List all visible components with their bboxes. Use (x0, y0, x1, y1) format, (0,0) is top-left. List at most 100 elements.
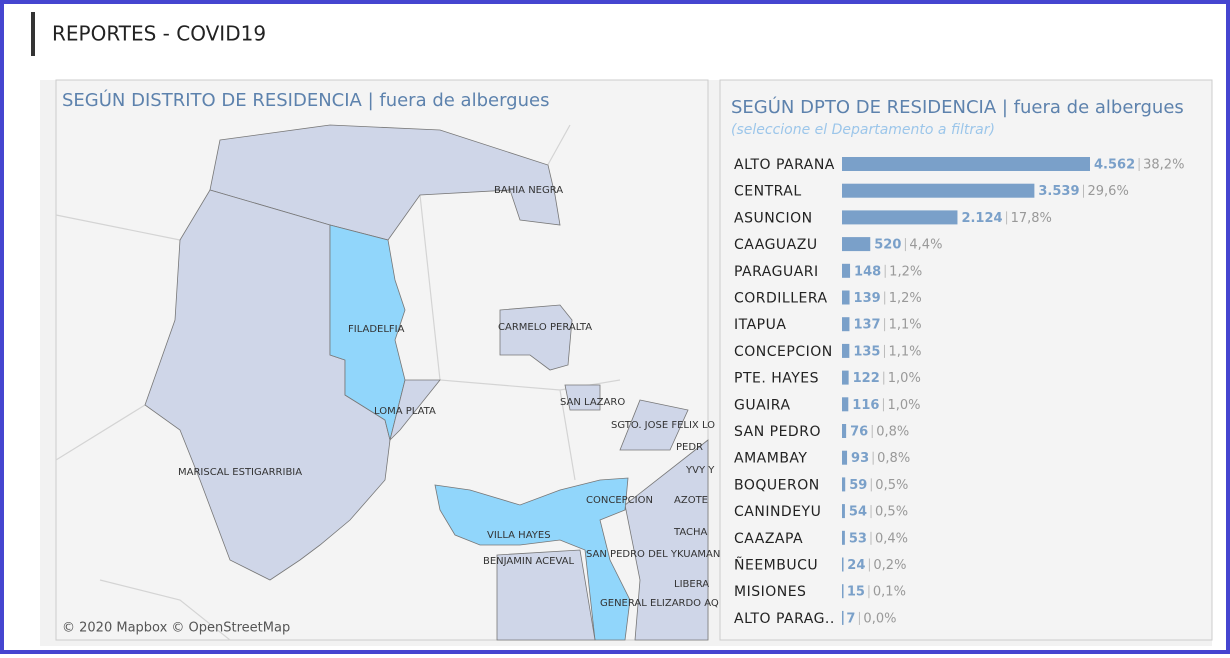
bar (842, 237, 871, 252)
value-label: 135 (853, 344, 880, 359)
region (499, 304, 573, 371)
value-label: 116 (852, 398, 879, 413)
map-title: SEGÚN DISTRITO DE RESIDENCIA | fuera de … (62, 89, 549, 111)
category-label: MISIONES (734, 584, 806, 600)
category-label: BOQUERON (734, 477, 820, 493)
map-label: MARISCAL ESTIGARRIBIA (178, 467, 302, 478)
share-label: 0,2% (873, 558, 906, 573)
category-label: ALTO PARANA (734, 157, 835, 173)
bar (842, 424, 847, 438)
bar (842, 183, 1035, 198)
value-label: 4.562 (1094, 158, 1135, 173)
share-label: 0,1% (873, 585, 906, 600)
bar (842, 343, 850, 358)
map-label: PEDR (676, 442, 703, 453)
category-label: SAN PEDRO (734, 424, 821, 440)
header-accent (31, 12, 35, 56)
chart-subtitle: (seleccione el Departamento a filtrar) (731, 122, 995, 138)
share-label: 38,2% (1143, 158, 1184, 173)
category-label: ALTO PARAG.. (734, 611, 835, 627)
bar (842, 317, 850, 332)
category-label: CAAGUAZU (734, 237, 818, 253)
bar (842, 530, 845, 545)
region (389, 379, 441, 442)
share-label: 0,4% (875, 531, 908, 546)
map-label: LOMA PLATA (374, 406, 436, 417)
map-panel: SEGÚN DISTRITO DE RESIDENCIA | fuera de … (55, 79, 720, 641)
region-selected (434, 477, 631, 641)
value-label: 520 (874, 238, 901, 253)
value-label: 53 (849, 531, 867, 546)
category-label: ASUNCION (734, 210, 813, 226)
value-label: 122 (853, 371, 880, 386)
category-label: PTE. HAYES (734, 371, 819, 387)
category-label: CONCEPCION (734, 344, 833, 360)
share-label: 1,2% (889, 291, 922, 306)
category-label: CAAZAPA (734, 531, 803, 547)
category-label: ÑEEMBUCU (734, 557, 818, 574)
value-label: 59 (849, 478, 867, 493)
category-label: CORDILLERA (734, 291, 828, 307)
category-label: CENTRAL (734, 184, 802, 200)
value-label: 24 (847, 558, 865, 573)
map-label: CARMELO PERALTA (498, 322, 592, 333)
value-label: 54 (849, 505, 867, 520)
share-label: 1,1% (889, 318, 922, 333)
map-label: YVY Y (685, 465, 715, 476)
map-label: SAN PEDRO DEL YKUAMAN (586, 549, 720, 560)
bar (842, 397, 849, 412)
region (619, 399, 689, 451)
bar (842, 557, 844, 572)
category-label: AMAMBAY (734, 451, 807, 467)
value-label: 15 (847, 585, 865, 600)
value-label: 93 (851, 451, 869, 466)
value-label: 139 (854, 291, 881, 306)
bar (842, 477, 846, 492)
category-label: CANINDEYU (734, 504, 821, 520)
share-label: 4,4% (909, 238, 942, 253)
map-label: FILADELFIA (348, 324, 405, 335)
share-label: 0,8% (876, 425, 909, 440)
bar (842, 157, 1090, 171)
map-attribution: © 2020 Mapbox © OpenStreetMap (62, 621, 290, 636)
map-label: CONCEPCION (586, 495, 653, 506)
map-label: VILLA HAYES (487, 530, 551, 541)
map-label: BENJAMIN ACEVAL (483, 556, 575, 567)
map-label: SGTO. JOSE FELIX LO (611, 420, 715, 431)
bar (842, 610, 844, 625)
map-label: AZOTE (674, 495, 708, 506)
category-label: GUAIRA (734, 397, 791, 413)
bar (842, 584, 844, 599)
region (496, 549, 596, 641)
bar-panel (719, 79, 1213, 641)
share-label: 1,2% (889, 264, 922, 279)
bar (842, 450, 848, 465)
value-label: 148 (854, 264, 881, 279)
map-label: TACHA (673, 527, 707, 538)
bar-chart: ALTO PARANA 4.562 38,2% CENTRAL 3.539 29,6% AS… (734, 157, 1184, 627)
share-label: 1,0% (887, 398, 920, 413)
map-label: BAHIA NEGRA (494, 185, 563, 196)
value-label: 137 (853, 318, 880, 333)
share-label: 0,5% (875, 478, 908, 493)
bar (842, 504, 845, 519)
bar (842, 370, 849, 385)
share-label: 1,1% (888, 344, 921, 359)
share-label: 0,5% (875, 505, 908, 520)
page-title: REPORTES - COVID19 (52, 22, 266, 46)
region (564, 384, 601, 411)
value-label: 2.124 (961, 211, 1002, 226)
share-label: 1,0% (888, 371, 921, 386)
chart-title: SEGÚN DPTO DE RESIDENCIA | fuera de albe… (731, 96, 1184, 118)
share-label: 17,8% (1011, 211, 1052, 226)
map-label: SAN LAZARO (560, 397, 625, 408)
share-label: 29,6% (1088, 184, 1129, 199)
roads (55, 124, 621, 641)
bar (842, 210, 958, 225)
category-label: PARAGUARI (734, 264, 819, 280)
value-label: 76 (850, 425, 868, 440)
value-label: 7 (846, 611, 855, 626)
region (624, 439, 709, 641)
map-label: GENERAL ELIZARDO AQ (600, 598, 719, 609)
